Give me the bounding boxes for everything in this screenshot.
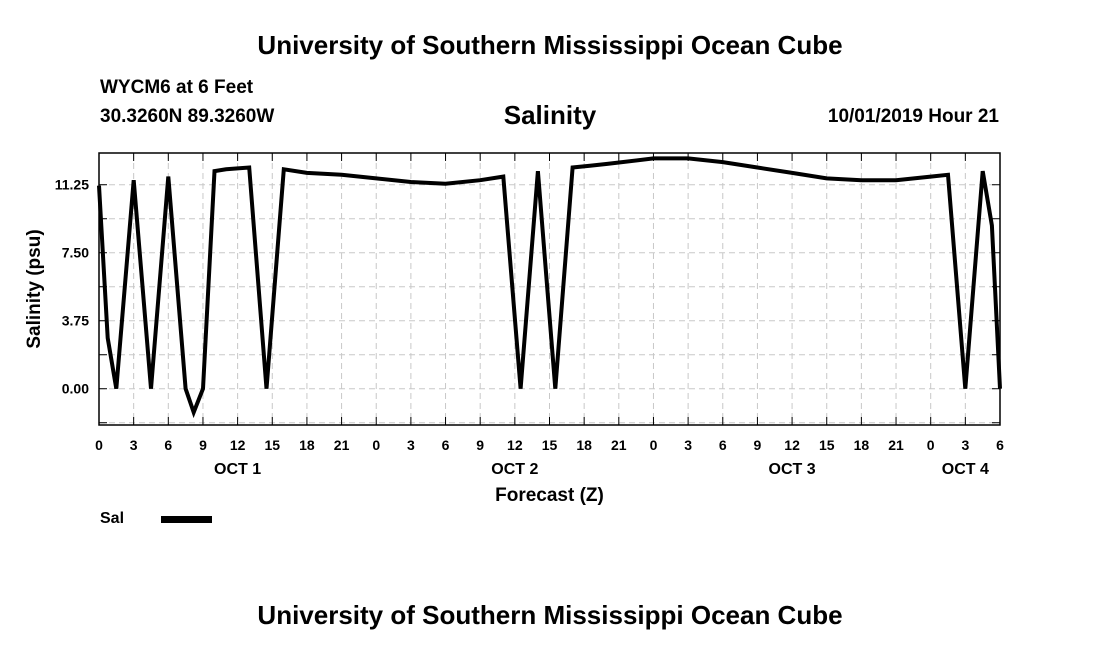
- x-tick-label: 18: [854, 437, 870, 453]
- y-tick-label: 0.00: [62, 381, 89, 397]
- chart-footer-title: University of Southern Mississippi Ocean…: [257, 600, 843, 630]
- x-axis-title: Forecast (Z): [495, 485, 604, 506]
- chart-header-title: University of Southern Mississippi Ocean…: [257, 30, 843, 60]
- x-tick-label: 6: [996, 437, 1004, 453]
- y-tick-label: 11.25: [55, 177, 89, 193]
- station-label: WYCM6 at 6 Feet: [100, 77, 254, 98]
- station-coordinates: 30.3260N 89.3260W: [100, 106, 275, 127]
- x-tick-labels: 0 3 6 9 12 15 18 21 0 3 6 9 12 15 18 21 0 3 6 9 12 15 18 21 0 3 6: [95, 437, 1004, 453]
- x-tick-label: 12: [507, 437, 523, 453]
- x-tick-label: 0: [95, 437, 103, 453]
- x-tick-label: 3: [407, 437, 415, 453]
- x-tick-label: 3: [961, 437, 969, 453]
- day-label: OCT 3: [769, 461, 816, 478]
- x-tick-label: 21: [334, 437, 350, 453]
- x-tick-label: 9: [199, 437, 207, 453]
- x-tick-label: 9: [754, 437, 762, 453]
- x-tick-label: 15: [819, 437, 835, 453]
- x-tick-label: 12: [784, 437, 800, 453]
- forecast-timestamp: 10/01/2019 Hour 21: [827, 106, 999, 127]
- x-tick-label: 15: [542, 437, 558, 453]
- y-axis-title: Salinity (psu): [24, 229, 45, 348]
- x-tick-label: 15: [264, 437, 280, 453]
- legend-swatch: [161, 516, 212, 523]
- x-tick-label: 0: [372, 437, 380, 453]
- x-tick-label: 21: [888, 437, 904, 453]
- x-tick-label: 6: [442, 437, 450, 453]
- x-tick-label: 3: [684, 437, 692, 453]
- x-tick-label: 21: [611, 437, 627, 453]
- day-label: OCT 4: [942, 461, 989, 478]
- x-tick-label: 3: [130, 437, 138, 453]
- x-tick-label: 12: [230, 437, 246, 453]
- legend-label: Sal: [100, 510, 125, 527]
- day-labels: OCT 1 OCT 2 OCT 3 OCT 4: [214, 461, 989, 478]
- x-tick-label: 18: [299, 437, 315, 453]
- salinity-series-line: [97, 156, 1002, 419]
- plot-frame: [98, 152, 1001, 426]
- x-tick-label: 0: [650, 437, 658, 453]
- day-label: OCT 1: [214, 461, 261, 478]
- y-tick-label: 3.75: [62, 313, 89, 329]
- y-tick-labels: 0.00 3.75 7.50 11.25: [55, 177, 89, 397]
- x-tick-label: 0: [927, 437, 935, 453]
- y-tick-label: 7.50: [62, 245, 89, 261]
- x-tick-label: 18: [576, 437, 592, 453]
- grid-lines: [99, 153, 1000, 425]
- day-label: OCT 2: [491, 461, 538, 478]
- x-tick-label: 9: [476, 437, 484, 453]
- parameter-title: Salinity: [503, 100, 597, 130]
- x-tick-label: 6: [164, 437, 172, 453]
- x-tick-label: 6: [719, 437, 727, 453]
